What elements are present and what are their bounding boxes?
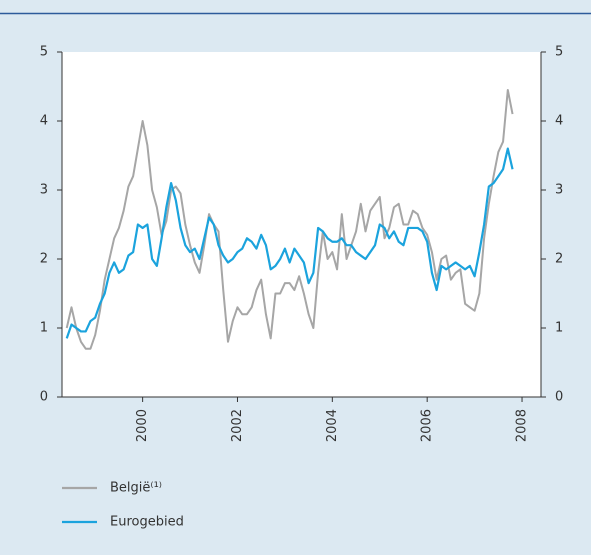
y-tick-label: 1 bbox=[40, 321, 48, 336]
y-tick-label: 0 bbox=[40, 390, 48, 405]
y-tick-label: 2 bbox=[40, 252, 48, 267]
x-tick-label: 2004 bbox=[325, 409, 340, 442]
x-tick-label: 2006 bbox=[420, 409, 435, 442]
x-tick-label: 2000 bbox=[135, 409, 150, 442]
plot-area bbox=[62, 52, 541, 397]
legend-label: Eurogebied bbox=[110, 515, 184, 530]
y-tick-label: 4 bbox=[40, 114, 48, 129]
y2-tick-label: 3 bbox=[555, 183, 563, 198]
y2-tick-label: 2 bbox=[555, 252, 563, 267]
y2-tick-label: 5 bbox=[555, 45, 563, 60]
y2-tick-label: 4 bbox=[555, 114, 563, 129]
y-tick-label: 3 bbox=[40, 183, 48, 198]
x-tick-label: 2008 bbox=[515, 409, 530, 442]
series-line bbox=[65, 147, 514, 339]
y2-tick-label: 1 bbox=[555, 321, 563, 336]
legend-label: België⁽¹⁾ bbox=[110, 481, 162, 496]
series-line bbox=[65, 88, 514, 350]
x-tick-label: 2002 bbox=[230, 409, 245, 442]
y2-tick-label: 0 bbox=[555, 390, 563, 405]
y-tick-label: 5 bbox=[40, 45, 48, 60]
